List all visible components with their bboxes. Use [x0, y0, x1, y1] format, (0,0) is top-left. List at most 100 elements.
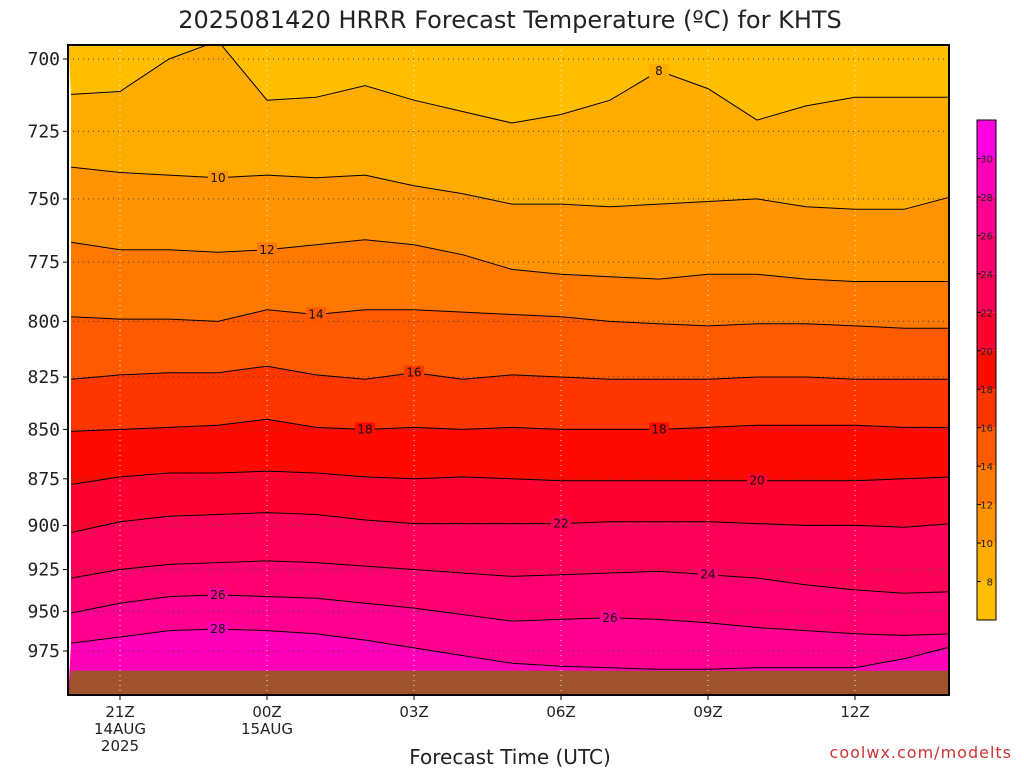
- contour-label: 12: [259, 243, 274, 257]
- contour-label: 26: [210, 588, 225, 602]
- contour-labels: 8 10 12 14 16 18 18 20 22 24 26 26 28: [208, 63, 767, 637]
- colorbar-band: [977, 273, 996, 313]
- temp-band: [71, 512, 949, 594]
- contour-label-bg: [355, 422, 375, 437]
- y-tick-label: 700: [27, 49, 60, 70]
- y-tick-label: 900: [27, 515, 60, 536]
- colorbar-tick-label: 20: [980, 347, 993, 358]
- colorbar-band: [977, 389, 996, 428]
- plot-frame: [67, 44, 950, 696]
- contour-label-bg: [747, 473, 767, 488]
- axes: 70072575077580082585087590092595097521Z1…: [27, 49, 869, 755]
- colorbar-tick-label: 10: [980, 539, 993, 550]
- colorbar-tick-label: 28: [980, 193, 993, 204]
- colorbar-tick-label: 22: [980, 308, 993, 319]
- y-tick-label: 775: [27, 252, 60, 273]
- chart-title: 2025081420 HRRR Forecast Temperature (ºC…: [178, 6, 842, 34]
- temp-band: [71, 419, 949, 485]
- contour-line-8: [70, 45, 949, 124]
- temp-band: [71, 366, 949, 432]
- colorbar-tick-label: 12: [980, 501, 993, 512]
- x-tick-label: 03Z: [399, 703, 428, 721]
- temp-band: [71, 471, 949, 533]
- y-tick-label: 800: [27, 311, 60, 332]
- contour-label: 22: [553, 517, 568, 531]
- colorbar-band: [977, 158, 996, 197]
- colorbar-tick-label: 8: [987, 578, 993, 589]
- colorbar-band: [977, 235, 996, 274]
- contour-label-bg: [257, 242, 277, 257]
- x-axis-label: Forecast Time (UTC): [409, 745, 611, 768]
- colorbar-band: [977, 196, 996, 236]
- temp-band: [68, 45, 949, 123]
- contour-label-bg: [600, 610, 620, 625]
- contour-label: 18: [357, 422, 372, 436]
- y-tick-label: 750: [27, 189, 60, 210]
- contour-line-22: [70, 512, 949, 534]
- contour-label-bg: [649, 63, 669, 78]
- contour-line-24: [70, 560, 949, 594]
- contour-lines: [70, 45, 949, 670]
- contour-label-bg: [698, 567, 718, 582]
- contour-label-bg: [404, 365, 424, 380]
- contour-line-14: [70, 309, 949, 329]
- contour-label-bg: [208, 622, 228, 637]
- colorbar: 8 10 12 14 16 18 20 22 24 26 28 30: [976, 119, 997, 621]
- colorbar-tick-label: 16: [980, 424, 993, 435]
- x-tick-label: 09Z: [693, 703, 722, 721]
- y-tick-label: 825: [27, 367, 60, 388]
- colorbar-band: [977, 120, 996, 159]
- colorbar-band: [977, 312, 996, 351]
- contour-label: 28: [210, 622, 225, 636]
- y-tick-label: 850: [27, 419, 60, 440]
- contour-line-12: [70, 239, 949, 282]
- contour-label-bg: [208, 170, 228, 185]
- contour-line-20: [70, 470, 949, 485]
- plot-area: 8 10 12 14 16 18 18 20 22 24 26 26 28: [67, 44, 950, 696]
- y-tick-label: 925: [27, 560, 60, 581]
- y-tick-label: 950: [27, 601, 60, 622]
- colorbar-band: [977, 427, 996, 467]
- contour-label-bg: [551, 516, 571, 531]
- temp-band: [71, 239, 949, 329]
- ground-surface: [68, 670, 949, 695]
- colorbar-band: [977, 350, 996, 390]
- contour-label: 16: [406, 366, 421, 380]
- x-tick-label: 15AUG: [241, 720, 293, 738]
- contour-line-16: [70, 365, 949, 380]
- x-tick-label: 21Z: [105, 703, 134, 721]
- x-tick-label: 14AUG: [94, 720, 146, 738]
- colorbar-band: [977, 581, 996, 620]
- temp-band: [71, 560, 949, 636]
- contour-label: 26: [602, 611, 617, 625]
- contour-label-bg: [649, 422, 669, 437]
- colorbar-band: [977, 504, 996, 544]
- colorbar-tick-label: 18: [980, 385, 993, 396]
- colorbar-band: [977, 543, 996, 582]
- colorbar-tick-label: 26: [980, 231, 993, 242]
- contour-label: 14: [308, 307, 323, 321]
- contour-label: 24: [700, 568, 715, 582]
- x-tick-label: 2025: [101, 737, 139, 755]
- temp-band: [71, 167, 949, 282]
- x-tick-label: 12Z: [840, 703, 869, 721]
- colorbar-tick-label: 30: [980, 154, 993, 165]
- contour-label-bg: [208, 587, 228, 602]
- colorbar-band: [977, 466, 996, 505]
- temp-band: [71, 309, 949, 380]
- y-tick-label: 975: [27, 641, 60, 662]
- filled-contours: [68, 45, 949, 695]
- y-tick-label: 725: [27, 121, 60, 142]
- contour-label: 18: [651, 422, 666, 436]
- temp-band: [71, 594, 949, 670]
- contour-line-18: [70, 418, 949, 432]
- colorbar-tick-label: 24: [980, 270, 993, 281]
- temp-band: [71, 45, 949, 210]
- contour-label: 10: [210, 171, 225, 185]
- x-tick-label: 06Z: [546, 703, 575, 721]
- colorbar-frame: [976, 119, 997, 621]
- x-tick-label: 00Z: [252, 703, 281, 721]
- colorbar-tick-label: 14: [980, 462, 993, 473]
- y-tick-label: 875: [27, 469, 60, 490]
